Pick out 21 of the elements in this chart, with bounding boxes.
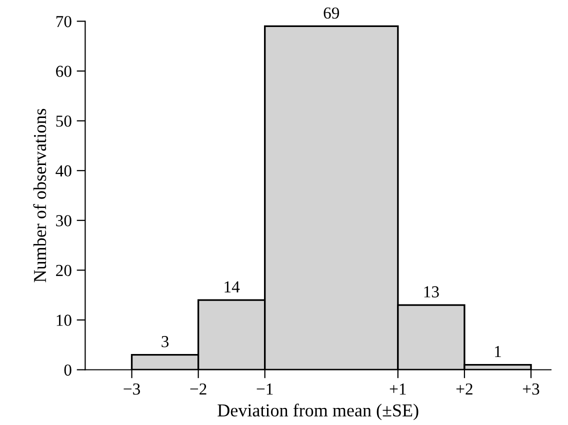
y-axis-title: Number of observations (33, 108, 46, 282)
x-tick-label: −1 (256, 384, 273, 395)
y-tick-label: 70 (56, 16, 72, 28)
y-tick-label: 50 (56, 116, 72, 127)
x-axis-title: Deviation from mean (±SE) (218, 404, 418, 420)
data-label: 13 (424, 286, 439, 298)
data-label: 14 (224, 281, 240, 292)
y-tick-label: 0 (64, 364, 72, 376)
x-tick-label: +1 (390, 384, 406, 395)
data-label: 69 (324, 7, 340, 19)
data-label: 1 (495, 346, 501, 358)
x-tick-label: +2 (456, 383, 472, 395)
y-tick-label: 60 (56, 66, 72, 77)
data-label: 3 (162, 336, 169, 348)
x-tick-label: −2 (190, 383, 206, 395)
x-tick-label: −3 (124, 383, 140, 395)
y-tick-label: 10 (56, 314, 72, 326)
x-tick-label: +3 (522, 383, 540, 395)
y-tick-label: 20 (56, 264, 72, 276)
y-tick-label: 30 (56, 215, 72, 226)
y-tick-label: 40 (56, 165, 72, 177)
